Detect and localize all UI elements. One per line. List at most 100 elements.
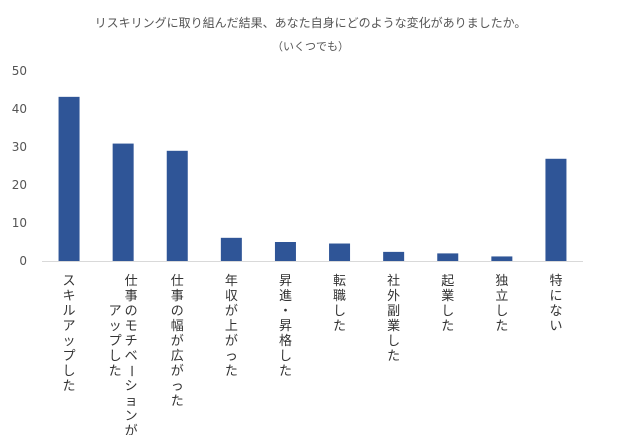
category-label-char: 格 [279,333,292,349]
category-label-char: ッ [63,334,76,349]
category-label-char: 副 [387,304,400,319]
bar [58,96,80,261]
bar [383,251,405,261]
category-label-char: ー [123,364,138,377]
category-label-char: な [549,304,562,319]
category-label-char: 上 [225,319,238,334]
category-label-char: し [109,349,122,364]
category-label-char: ョ [125,394,138,409]
category-label-char: 特 [549,274,562,289]
category-label-char: ・ [279,304,292,319]
category-label-char: が [125,424,138,435]
y-axis: 0 10 20 30 40 50 [12,64,27,268]
category-label-char: チ [125,334,138,349]
bar [274,242,296,261]
category-label-char: た [387,349,400,364]
category-label-char: プ [63,349,76,364]
category-label-char: ア [109,304,122,319]
category-label-char: 起 [441,274,454,289]
bar [545,158,567,261]
category-label-char: 職 [333,289,346,304]
category-label-char: い [549,319,562,334]
category-label-char: た [225,364,238,379]
category-label-char: 昇 [279,274,292,289]
category-label-char: が [225,334,238,349]
category-label-char: っ [225,349,238,364]
category-label-char: し [441,304,454,319]
category-label-char: し [333,304,346,319]
category-label-char: 業 [441,288,454,304]
category-label-char: た [333,319,346,334]
bar [112,143,134,261]
category-label-char: 広 [171,349,184,364]
category-label-char: 業 [387,318,400,334]
category-label-char: ッ [109,319,122,334]
category-label-char: キ [63,289,76,304]
category-label-char: が [171,334,184,349]
category-label-char: っ [171,379,184,394]
bar [491,256,513,261]
category-label-char: モ [125,319,138,334]
y-tick-label: 10 [12,216,27,230]
category-label-char: が [171,364,184,379]
category-label-char: 社 [387,273,400,289]
bar [329,243,351,261]
category-label-char: 事 [125,289,138,304]
category-label-char: し [495,304,508,319]
y-tick-label: 30 [12,140,27,154]
category-label-char: 仕 [125,274,138,289]
category-label-char: し [63,364,76,379]
category-label-char: ン [125,409,138,424]
category-label-char: ス [63,274,76,289]
category-label-char: シ [125,379,138,394]
category-label-char: し [387,334,400,349]
bar [166,150,188,261]
category-label-char: 独 [495,274,508,289]
category-label-char: た [63,379,76,394]
y-tick-label: 50 [12,64,27,78]
category-label-char: た [495,319,508,334]
category-label-char: た [279,364,292,379]
category-label-char: 昇 [279,319,292,334]
y-tick-label: 20 [12,178,27,192]
category-label-char: 進 [279,289,292,304]
category-label-char: し [279,349,292,364]
category-label-char: の [125,304,138,319]
category-label-char: ベ [125,349,138,364]
bar [220,237,242,261]
category-label-char: 幅 [171,319,184,334]
category-label-char: に [549,289,562,304]
category-label-char: た [109,364,122,379]
y-tick-label: 40 [12,102,27,116]
y-tick-label: 0 [19,254,27,268]
bar [437,253,459,261]
category-label-char: た [171,394,184,409]
category-label-char: ア [63,319,76,334]
category-label-char: 収 [225,289,238,304]
category-label-char: 外 [387,289,400,304]
bars [58,96,567,261]
category-label-char: 転 [333,274,346,289]
chart-subtitle: （いくつでも） [272,40,349,53]
category-label-char: た [441,319,454,334]
category-label-char: ル [63,304,76,319]
category-label-char: プ [109,334,122,349]
category-label-char: 立 [495,289,508,304]
category-label-char: 年 [225,274,238,289]
category-label-char: 仕 [171,274,184,289]
chart-title: リスキリングに取り組んだ結果、あなた自身にどのような変化がありましたか。 [94,16,527,30]
category-labels: スキルアップした仕事のモチベーションがアップした仕事の幅が広がった年収が上がった… [63,273,563,435]
category-label-char: 事 [171,289,184,304]
category-label-char: が [225,304,238,319]
